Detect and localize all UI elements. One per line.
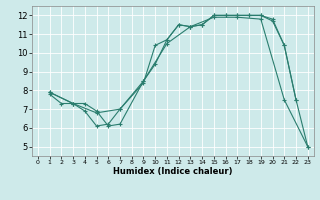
X-axis label: Humidex (Indice chaleur): Humidex (Indice chaleur) bbox=[113, 167, 233, 176]
